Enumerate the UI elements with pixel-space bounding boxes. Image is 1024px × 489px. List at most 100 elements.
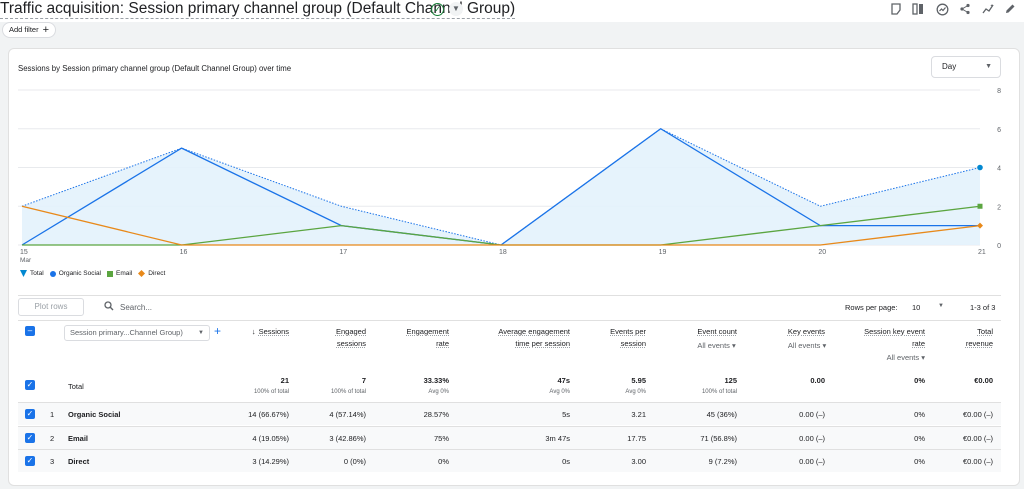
table-cell: 28.57% xyxy=(423,410,449,419)
add-filter-button[interactable]: Add filter + xyxy=(2,22,57,38)
column-header-label: Event count xyxy=(697,327,737,336)
row-dimension-value[interactable]: Email xyxy=(68,434,89,443)
customize-report-icon[interactable] xyxy=(934,1,950,17)
x-tick-label: 18 xyxy=(499,249,507,256)
legend-marker-icon xyxy=(49,270,56,277)
column-header[interactable]: Event count All events ▾ xyxy=(697,326,737,350)
x-tick-label: 17 xyxy=(339,249,347,256)
granularity-value: Day xyxy=(942,62,957,71)
search-input[interactable] xyxy=(120,299,420,315)
plot-rows-button[interactable]: Plot rows xyxy=(18,298,84,316)
total-subcell: 100% of total xyxy=(701,389,737,395)
column-header-label: Engaged xyxy=(335,327,366,336)
table-cell: €0.00 (–) xyxy=(962,410,993,419)
legend-item-direct[interactable]: Direct xyxy=(138,270,165,277)
edit-icon[interactable] xyxy=(1002,1,1018,17)
column-header[interactable]: Session key event rate All events ▾ xyxy=(864,326,925,364)
legend-item-organic-social[interactable]: Organic Social xyxy=(49,270,101,277)
plus-icon: + xyxy=(42,24,50,36)
row-checkbox[interactable]: ✓ xyxy=(25,433,35,443)
compare-icon[interactable] xyxy=(910,1,926,17)
table-row[interactable] xyxy=(18,402,1001,425)
column-header-label: Sessions xyxy=(258,327,289,336)
table-cell: 0.00 (–) xyxy=(799,434,825,443)
table-cell: 4 (19.05%) xyxy=(252,434,289,443)
total-cell: 7 xyxy=(361,376,366,385)
insights-icon[interactable] xyxy=(980,1,996,17)
total-checkbox[interactable]: ✓ xyxy=(25,380,35,390)
column-header[interactable]: Events per session xyxy=(610,326,646,350)
table-row[interactable] xyxy=(18,449,1001,472)
legend-item-total[interactable]: Total xyxy=(20,270,44,277)
insights-note-icon[interactable] xyxy=(888,1,904,17)
table-cell: 4 (57.14%) xyxy=(329,410,366,419)
chevron-down-icon: ▼ xyxy=(985,63,992,70)
table-cell: 14 (66.67%) xyxy=(248,410,289,419)
column-header-label: Key events xyxy=(787,327,825,336)
rows-per-page-select[interactable]: 10 xyxy=(912,303,921,312)
chevron-down-icon[interactable]: ▼ xyxy=(938,303,944,309)
table-cell: €0.00 (–) xyxy=(962,457,993,466)
dimension-select[interactable]: Session primary...Channel Group) ▼ xyxy=(64,325,210,341)
row-checkbox[interactable]: ✓ xyxy=(25,409,35,419)
page-title[interactable]: Traffic acquisition: Session primary cha… xyxy=(0,0,516,19)
row-index: 1 xyxy=(50,410,55,419)
column-header[interactable]: Engagement rate xyxy=(406,326,449,350)
table-cell: 17.75 xyxy=(627,434,646,443)
table-cell: €0.00 (–) xyxy=(962,434,993,443)
row-dimension-value[interactable]: Organic Social xyxy=(68,410,121,419)
column-header[interactable]: Key events All events ▾ xyxy=(787,326,826,350)
event-filter-select[interactable]: All events ▾ xyxy=(697,341,736,350)
column-header[interactable]: Total revenue xyxy=(966,326,993,350)
column-header-label-2: rate xyxy=(912,339,925,348)
table-cell: 0% xyxy=(914,457,925,466)
chart-title: Sessions by Session primary channel grou… xyxy=(18,64,292,73)
x-tick-label: 15 xyxy=(20,249,28,256)
rows-per-page-label: Rows per page: xyxy=(845,303,898,312)
table-row[interactable] xyxy=(18,426,1001,449)
column-header[interactable]: Engaged sessions xyxy=(336,326,366,350)
legend-marker-icon xyxy=(20,270,27,277)
y-tick-label: 0 xyxy=(997,243,1001,250)
legend-label: Email xyxy=(116,270,133,277)
column-header-label-2: sessions xyxy=(336,339,366,348)
column-header-label-2: time per session xyxy=(515,339,570,348)
row-dimension-value[interactable]: Direct xyxy=(68,457,90,466)
pagination-range: 1-3 of 3 xyxy=(970,303,996,312)
event-filter-select[interactable]: All events ▾ xyxy=(787,341,827,350)
total-subcell: Avg 0% xyxy=(428,389,449,395)
legend-marker-icon xyxy=(138,270,146,277)
series-area-total xyxy=(22,128,980,245)
column-header[interactable]: ↓ Sessions xyxy=(252,326,289,338)
table-cell: 0% xyxy=(914,434,925,443)
select-all-checkbox[interactable]: – xyxy=(25,326,35,336)
report-header: Traffic acquisition: Session primary cha… xyxy=(0,0,1024,22)
column-header-label-2: rate xyxy=(436,339,449,348)
legend-marker-icon xyxy=(107,270,114,277)
divider xyxy=(18,295,1001,296)
chart-legend: Total Organic Social Email Direct xyxy=(20,270,165,277)
table-cell: 3m 47s xyxy=(545,434,570,443)
total-subcell: 100% of total xyxy=(330,389,366,395)
search-icon xyxy=(104,301,114,311)
row-checkbox[interactable]: ✓ xyxy=(25,456,35,466)
table-cell: 0 (0%) xyxy=(343,457,366,466)
series-marker-total xyxy=(977,164,983,171)
table-cell: 0s xyxy=(562,457,570,466)
legend-item-email[interactable]: Email xyxy=(107,270,132,277)
chevron-down-icon[interactable]: ▼ xyxy=(449,2,463,16)
dimension-select-value: Session primary...Channel Group) xyxy=(70,328,183,337)
add-dimension-icon[interactable]: + xyxy=(214,324,222,338)
share-icon[interactable] xyxy=(957,1,973,17)
add-filter-label: Add filter xyxy=(9,25,39,34)
table-cell: 71 (56.8%) xyxy=(700,434,737,443)
table-cell: 0% xyxy=(914,410,925,419)
column-header[interactable]: Average engagement time per session xyxy=(498,326,570,350)
y-tick-label: 8 xyxy=(997,88,1001,95)
event-filter-select[interactable]: All events ▾ xyxy=(886,353,925,362)
series-marker-email xyxy=(977,203,983,209)
y-tick-label: 6 xyxy=(997,127,1001,134)
total-subcell: Avg 0% xyxy=(625,389,646,395)
granularity-select[interactable]: Day ▼ xyxy=(931,56,1001,78)
total-cell: 33.33% xyxy=(423,376,449,385)
